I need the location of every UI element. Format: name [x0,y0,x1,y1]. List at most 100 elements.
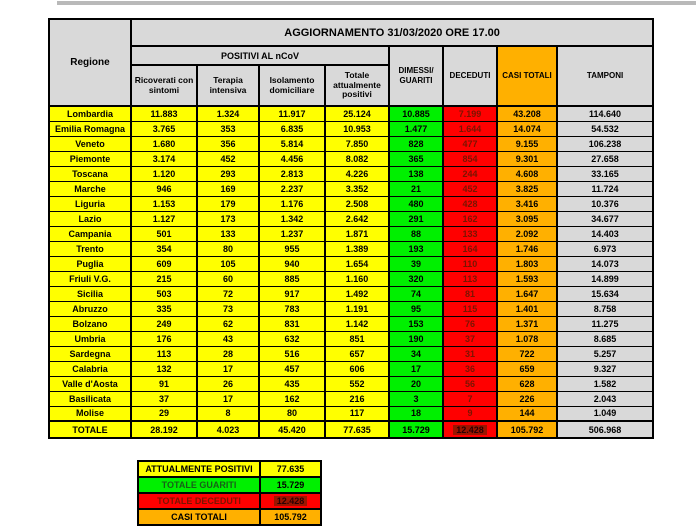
attualmente-positivi-cell: 1.389 [324,240,390,257]
tamponi-header: TAMPONI [555,45,655,107]
ricoverati-cell: 354 [130,240,198,257]
dimessi-guariti-cell: 153 [388,315,444,332]
tamponi-cell: 10.376 [555,195,655,212]
casi-totali-cell: 628 [496,375,558,392]
deceduti-cell: 115 [442,300,498,317]
region-name-cell: Calabria [48,360,132,377]
attualmente-positivi-header: Totale attualmente positivi [324,64,390,107]
attualmente-positivi-cell: 1.142 [324,315,390,332]
tamponi-cell: 6.973 [555,240,655,257]
attualmente-positivi-cell: 606 [324,360,390,377]
regione-column-header: Regione [48,18,132,107]
table-title: AGGIORNAMENTO 31/03/2020 ORE 17.00 [129,18,655,47]
dimessi-guariti-cell: 88 [388,225,444,242]
terapia-intensiva-cell: 26 [196,375,260,392]
region-name-cell: Sardegna [48,345,132,362]
tamponi-cell: 14.899 [555,270,655,287]
casi-totali-cell: 722 [496,345,558,362]
dimessi-guariti-cell: 34 [388,345,444,362]
ricoverati-cell: 11.883 [130,105,198,122]
isolamento-cell: 6.835 [258,120,326,137]
isolamento-cell: 783 [258,300,326,317]
isolamento-cell: 2.813 [258,165,326,182]
ricoverati-cell: 3.174 [130,150,198,167]
region-name-cell: Friuli V.G. [48,270,132,287]
terapia-intensiva-cell: 60 [196,270,260,287]
terapia-intensiva-cell: 452 [196,150,260,167]
summary-label: CASI TOTALI [137,508,261,526]
casi-totali-cell: 659 [496,360,558,377]
casi-totali-header: CASI TOTALI [496,45,558,107]
casi-totali-cell: 3.416 [496,195,558,212]
region-row: Friuli V.G. 215 60 885 1.160 320 113 1.593 14.89… [48,270,655,287]
summary-row-attualmente-positivi: ATTUALMENTE POSITIVI 77.635 [137,460,322,478]
summary-value: 105.792 [259,508,322,526]
deceduti-cell: 7 [442,390,498,407]
dimessi-guariti-cell: 39 [388,255,444,272]
summary-row-totale-deceduti: TOTALE DECEDUTI 12.428 [137,492,322,510]
ricoverati-cell: 1.120 [130,165,198,182]
isolamento-cell: 917 [258,285,326,302]
tamponi-cell: 5.257 [555,345,655,362]
terapia-intensiva-cell: 43 [196,330,260,347]
ricoverati-cell: 503 [130,285,198,302]
tamponi-cell: 1.049 [555,405,655,422]
summary-label: TOTALE DECEDUTI [137,492,261,510]
dimessi-guariti-cell: 291 [388,210,444,227]
ricoverati-cell: 1.127 [130,210,198,227]
region-name-cell: Lombardia [48,105,132,122]
dimessi-guariti-cell: 21 [388,180,444,197]
terapia-intensiva-header: Terapia intensiva [196,64,260,107]
ricoverati-cell: 29 [130,405,198,422]
dimessi-guariti-cell: 1.477 [388,120,444,137]
terapia-intensiva-cell: 62 [196,315,260,332]
region-name-cell: Veneto [48,135,132,152]
region-name-cell: Lazio [48,210,132,227]
totale-terapia-cell: 4.023 [196,420,260,439]
tamponi-cell: 15.634 [555,285,655,302]
isolamento-cell: 955 [258,240,326,257]
terapia-intensiva-cell: 17 [196,360,260,377]
ricoverati-cell: 91 [130,375,198,392]
sub-header-row: Ricoverati con sintomi Terapia intensiva… [49,64,653,107]
deceduti-header: DECEDUTI [442,45,498,107]
deceduti-cell: 477 [442,135,498,152]
region-row: Trento 354 80 955 1.389 193 164 1.746 6.973 [48,240,655,257]
region-row: Basilicata 37 17 162 216 3 7 226 2.043 [48,390,655,407]
casi-totali-cell: 9.301 [496,150,558,167]
summary-table: ATTUALMENTE POSITIVI 77.635 TOTALE GUARI… [137,460,322,526]
dimessi-guariti-cell: 190 [388,330,444,347]
dimessi-guariti-cell: 74 [388,285,444,302]
region-name-cell: Trento [48,240,132,257]
region-row: Toscana 1.120 293 2.813 4.226 138 244 4.608 33.1… [48,165,655,182]
region-row: Liguria 1.153 179 1.176 2.508 480 428 3.416 10.3… [48,195,655,212]
tamponi-cell: 11.724 [555,180,655,197]
totale-ricoverati-cell: 28.192 [130,420,198,439]
deceduti-cell: 133 [442,225,498,242]
tamponi-cell: 9.327 [555,360,655,377]
region-name-cell: Molise [48,405,132,422]
tamponi-cell: 33.165 [555,165,655,182]
deceduti-cell: 854 [442,150,498,167]
covid-regions-table: Regione AGGIORNAMENTO 31/03/2020 ORE 17.… [48,18,655,439]
region-name-cell: Campania [48,225,132,242]
casi-totali-cell: 4.608 [496,165,558,182]
deceduti-cell: 56 [442,375,498,392]
region-row: Lazio 1.127 173 1.342 2.642 291 162 3.095 34.677 [48,210,655,227]
casi-totali-cell: 144 [496,405,558,422]
tamponi-cell: 106.238 [555,135,655,152]
summary-row-casi-totali: CASI TOTALI 105.792 [137,508,322,526]
casi-totali-cell: 1.371 [496,315,558,332]
tamponi-cell: 8.758 [555,300,655,317]
isolamento-cell: 1.237 [258,225,326,242]
attualmente-positivi-cell: 117 [324,405,390,422]
casi-totali-cell: 1.401 [496,300,558,317]
casi-totali-cell: 1.593 [496,270,558,287]
terapia-intensiva-cell: 353 [196,120,260,137]
isolamento-cell: 1.342 [258,210,326,227]
region-row: Lombardia 11.883 1.324 11.917 25.124 10.885 7.… [48,105,655,122]
terapia-intensiva-cell: 293 [196,165,260,182]
totale-dimessi-guariti-cell: 15.729 [388,420,444,439]
ricoverati-cell: 132 [130,360,198,377]
region-rows: Lombardia 11.883 1.324 11.917 25.124 10.885 7.… [48,105,655,422]
